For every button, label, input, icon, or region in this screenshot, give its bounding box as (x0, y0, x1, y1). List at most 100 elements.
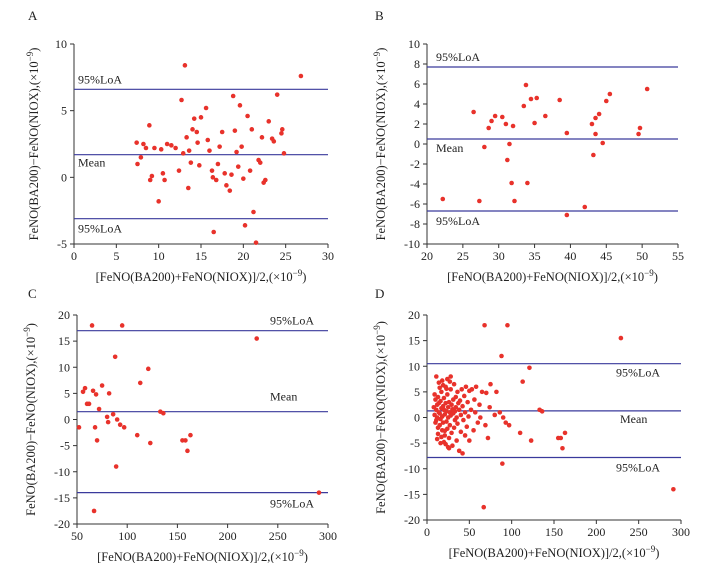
data-point (600, 140, 605, 146)
data-point (112, 354, 118, 360)
data-point (210, 175, 216, 180)
data-point (147, 177, 153, 183)
data-point (197, 163, 202, 168)
x-tick-label: 250 (269, 529, 287, 543)
data-point (582, 204, 588, 210)
data-point (271, 139, 277, 144)
data-point (241, 176, 246, 181)
data-point (466, 414, 471, 419)
data-point (560, 445, 565, 451)
lower-loa-label: 95%LoA (436, 214, 480, 228)
data-point (460, 403, 465, 409)
data-point (247, 168, 253, 173)
y-tick-label: -10 (54, 465, 70, 479)
data-point (188, 160, 194, 165)
data-point (505, 322, 510, 328)
data-point (194, 129, 200, 135)
x-tick-label: 55 (672, 249, 684, 263)
x-tick-label: 0 (424, 525, 430, 539)
data-point (485, 435, 491, 441)
x-tick-label: 25 (457, 249, 469, 263)
y-tick-label: 10 (408, 359, 420, 373)
data-point (188, 432, 193, 438)
data-point (90, 388, 96, 394)
data-point (316, 490, 322, 495)
data-point (671, 486, 676, 492)
data-point (539, 409, 545, 414)
data-point (454, 415, 459, 420)
data-point (185, 448, 190, 454)
x-axis-title-close: ) (654, 270, 658, 284)
data-point (76, 425, 82, 430)
data-point (453, 394, 459, 400)
data-point (527, 365, 532, 371)
y-tick-label: 10 (408, 37, 420, 51)
x-axis-title-close: ) (304, 550, 308, 563)
y-tick-label: -20 (404, 513, 420, 527)
data-point (525, 180, 530, 186)
lower-loa-label: 95%LoA (616, 460, 660, 474)
y-axis-title-exponent: −9 (372, 51, 382, 61)
data-point (557, 97, 562, 103)
data-point (147, 440, 153, 446)
data-point (507, 141, 512, 147)
data-point (114, 417, 120, 422)
x-tick-label: 5 (113, 249, 119, 263)
data-point (477, 402, 482, 407)
x-tick-label: 15 (195, 249, 207, 263)
data-point (203, 105, 209, 111)
y-tick-label: -10 (404, 462, 420, 476)
data-point (528, 96, 534, 102)
upper-loa-label: 95%LoA (616, 366, 660, 380)
data-point (234, 149, 239, 155)
y-tick-label: 0 (61, 170, 67, 184)
data-point (141, 141, 146, 147)
data-point (449, 430, 454, 436)
data-point (205, 137, 211, 143)
data-point (158, 147, 164, 152)
data-point (445, 404, 451, 410)
x-axis-title-text: [FeNO(BA200)+FeNO(NIOX)]/2,(×10 (96, 270, 293, 284)
x-tick-label: 30 (493, 249, 505, 263)
data-point (510, 123, 516, 129)
y-tick-label: -4 (410, 177, 420, 191)
x-tick-label: 200 (219, 529, 237, 543)
data-point (257, 160, 263, 165)
data-point (483, 422, 488, 428)
data-point (472, 397, 477, 402)
y-axis-title-exponent: −9 (22, 327, 32, 337)
data-point (253, 240, 259, 245)
data-point (434, 374, 439, 379)
data-point (99, 383, 105, 388)
data-point (455, 421, 460, 426)
data-point (176, 168, 182, 173)
data-point (458, 412, 464, 418)
data-point (456, 448, 462, 454)
x-axis-title-close: ) (302, 270, 306, 284)
y-tick-label: -5 (57, 237, 67, 251)
data-point (444, 386, 449, 392)
data-point (447, 379, 453, 384)
data-point (435, 431, 441, 437)
x-tick-label: 300 (672, 525, 690, 539)
data-point (503, 121, 509, 127)
data-point (468, 407, 474, 413)
data-point (169, 143, 174, 148)
y-axis-title: FeNO(BA200)−FeNO(NIOX),(×10−9) (372, 321, 388, 514)
data-point (86, 401, 92, 407)
data-point (465, 399, 470, 405)
data-point (242, 223, 248, 228)
data-point (463, 384, 469, 390)
data-point (500, 114, 505, 120)
x-tick-label: 100 (503, 525, 521, 539)
y-tick-label: -6 (410, 197, 420, 211)
data-point (448, 374, 454, 379)
data-point (254, 336, 260, 341)
data-point (467, 438, 472, 443)
data-point (105, 419, 111, 425)
data-point (488, 381, 493, 387)
y-tick-label: 2 (414, 117, 420, 131)
data-point (237, 103, 243, 108)
data-point (589, 121, 595, 127)
data-point (509, 180, 514, 186)
